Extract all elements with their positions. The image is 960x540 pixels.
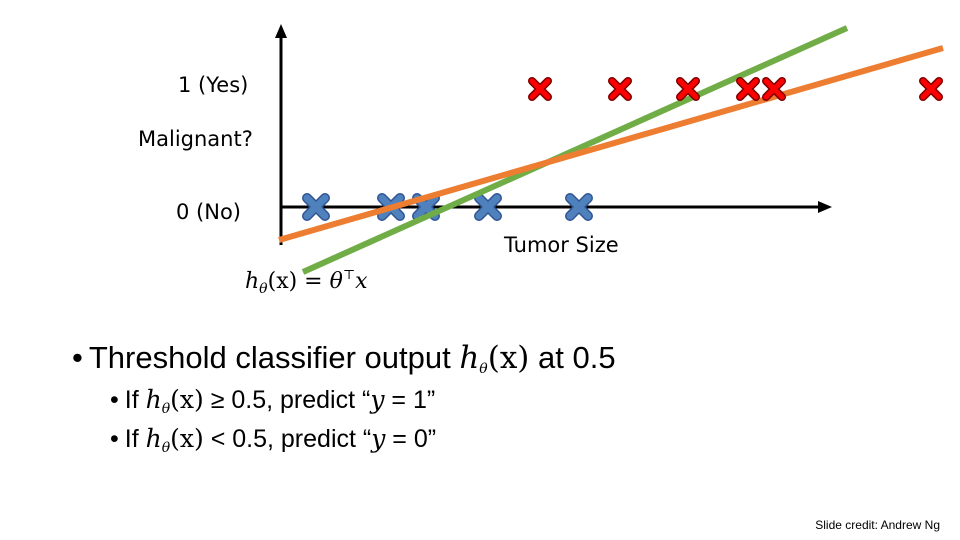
- benign-point: [474, 193, 502, 221]
- x-axis-arrowhead: [818, 201, 832, 213]
- y-tick-no: 0 (No): [176, 200, 241, 224]
- benign-point: [565, 193, 593, 221]
- malignant-point: [762, 77, 786, 101]
- y-axis-label: Malignant?: [138, 127, 253, 151]
- green-fit-line: [301, 25, 849, 275]
- bullet-predict-0: • If hθ(x) < 0.5, predict “y = 0”: [110, 424, 437, 456]
- x-axis-label: Tumor Size: [504, 233, 619, 257]
- benign-point: [302, 193, 330, 221]
- malignant-point: [736, 77, 760, 101]
- slide-credit: Slide credit: Andrew Ng: [815, 518, 940, 532]
- malignant-point: [676, 77, 700, 101]
- y-tick-yes: 1 (Yes): [178, 73, 249, 97]
- hypothesis-formula: hθ(x) = θ⊤x: [245, 268, 368, 297]
- y-axis-arrowhead: [275, 24, 287, 38]
- bullet-predict-1: • If hθ(x) ≥ 0.5, predict “y = 1”: [110, 385, 436, 417]
- malignant-point: [919, 77, 943, 101]
- bullet-threshold: • Threshold classifier output hθ(x) at 0.…: [72, 340, 616, 377]
- orange-fit-line: [278, 45, 944, 243]
- malignant-point: [528, 77, 552, 101]
- malignant-point: [608, 77, 632, 101]
